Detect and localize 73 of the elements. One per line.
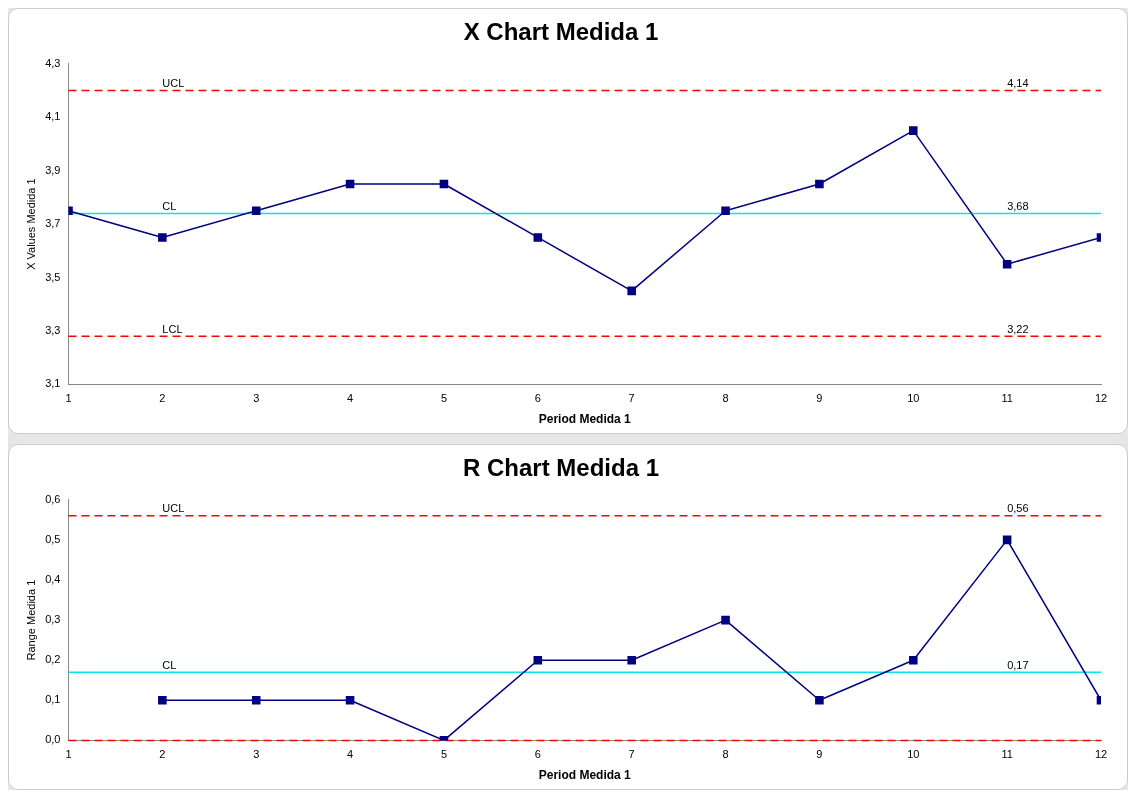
x-tick-label: 12 <box>1094 748 1108 761</box>
ref-line-label: UCL <box>162 77 185 90</box>
point <box>251 696 261 705</box>
y-tick-label: 0,0 <box>45 733 61 746</box>
point <box>721 206 730 216</box>
point <box>158 233 167 242</box>
y-tick-label: 0,3 <box>45 613 61 626</box>
point <box>345 696 355 705</box>
annotation: 4,14 <box>1007 77 1029 90</box>
x-tick-label: 5 <box>440 748 448 761</box>
x-tick-label: 3 <box>253 392 260 405</box>
y-tick-label: 4,3 <box>45 56 61 69</box>
point <box>721 615 730 625</box>
y-tick-label: 0,5 <box>45 532 61 545</box>
ref-line-label: LCL <box>162 322 183 335</box>
point <box>158 696 167 705</box>
point <box>627 655 636 665</box>
y-tick-label: 3,7 <box>45 217 61 230</box>
x-tick-label: 4 <box>347 392 354 405</box>
y-tick-label: 0,6 <box>45 492 61 505</box>
x-tick-label: 2 <box>159 392 166 405</box>
x-tick-label: 9 <box>816 748 823 761</box>
point <box>345 179 355 189</box>
y-axis-title: X Values Medida 1 <box>24 178 37 270</box>
x-tick-label: 10 <box>907 392 920 405</box>
y-tick-label: 0,4 <box>45 573 61 586</box>
x-tick-label: 3 <box>253 748 260 761</box>
x-tick-label: 11 <box>1001 392 1013 405</box>
ref-line-label: UCL <box>162 502 185 515</box>
x-tick-label: 12 <box>1094 392 1108 405</box>
point <box>1002 259 1012 269</box>
y-tick-label: 4,1 <box>45 110 61 123</box>
point <box>533 233 543 242</box>
x-tick-label: 9 <box>816 392 823 405</box>
point <box>1002 535 1012 545</box>
point <box>251 206 261 216</box>
y-tick-label: 3,1 <box>45 377 61 390</box>
y-axis-title: Range Medida 1 <box>24 579 37 661</box>
annotation: 0,17 <box>1007 658 1029 671</box>
point <box>908 655 918 665</box>
x-tick-label: 5 <box>440 392 448 405</box>
x-tick-label: 11 <box>1001 748 1013 761</box>
point <box>439 179 449 189</box>
x-axis-title: Period Medida 1 <box>538 412 632 427</box>
point <box>815 696 824 705</box>
x-axis-title: Period Medida 1 <box>538 768 632 783</box>
y-tick-label: 3,5 <box>45 270 61 283</box>
annotation: 3,22 <box>1007 322 1029 335</box>
chart-title: R Chart Medida 1 <box>462 454 660 482</box>
chart-title: X Chart Medida 1 <box>463 18 659 46</box>
annotation: 3,68 <box>1007 199 1029 212</box>
ref-line-label: CL <box>162 199 177 212</box>
x-tick-label: 8 <box>722 392 729 405</box>
x-tick-label: 2 <box>159 748 166 761</box>
x-tick-label: 6 <box>534 392 541 405</box>
x-tick-label: 10 <box>907 748 920 761</box>
y-tick-label: 0,2 <box>45 653 61 666</box>
point <box>815 179 824 189</box>
ref-line-label: CL <box>162 658 177 671</box>
y-tick-label: 0,1 <box>45 693 61 706</box>
x-tick-label: 7 <box>628 748 635 761</box>
x-tick-label: 1 <box>65 392 72 405</box>
point <box>627 286 636 296</box>
point <box>908 126 918 135</box>
annotation: 0,56 <box>1007 502 1029 515</box>
x-tick-label: 7 <box>628 392 635 405</box>
x-tick-label: 4 <box>347 748 354 761</box>
x-tick-label: 6 <box>534 748 541 761</box>
x-tick-label: 1 <box>65 748 72 761</box>
point <box>533 655 543 665</box>
y-tick-label: 3,9 <box>45 163 61 176</box>
y-tick-label: 3,3 <box>45 324 61 336</box>
x-tick-label: 8 <box>722 748 729 761</box>
